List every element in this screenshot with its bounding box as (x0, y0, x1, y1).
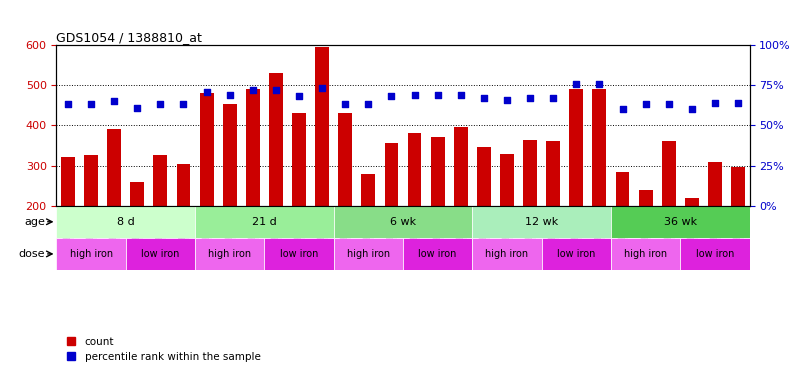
Point (293, 93, 305, 99)
Bar (662, 141, 675, 286)
Bar (315, 47, 329, 286)
Bar (61, 158, 75, 286)
Bar (361, 174, 376, 286)
Text: age: age (24, 217, 45, 227)
Text: low iron: low iron (280, 249, 318, 259)
Bar (454, 128, 467, 286)
Bar (339, 113, 352, 286)
FancyBboxPatch shape (611, 238, 680, 270)
FancyBboxPatch shape (195, 238, 264, 270)
FancyBboxPatch shape (542, 238, 611, 270)
Bar (731, 167, 745, 286)
Point (223, 92, 236, 98)
Text: high iron: high iron (208, 249, 251, 259)
Bar (546, 141, 560, 286)
Point (408, 92, 421, 98)
FancyBboxPatch shape (680, 238, 750, 270)
Point (593, 81, 606, 87)
Point (708, 100, 721, 106)
Point (154, 102, 167, 108)
Point (108, 98, 121, 104)
Point (732, 100, 745, 106)
Text: 12 wk: 12 wk (525, 217, 559, 227)
Text: low iron: low iron (557, 249, 596, 259)
Text: high iron: high iron (624, 249, 667, 259)
Text: 8 d: 8 d (117, 217, 135, 227)
Point (269, 87, 282, 93)
Text: 6 wk: 6 wk (390, 217, 416, 227)
Point (685, 106, 698, 112)
Bar (685, 198, 699, 286)
Point (200, 88, 213, 94)
Point (385, 93, 398, 99)
Bar (477, 147, 491, 286)
FancyBboxPatch shape (472, 206, 611, 238)
Text: low iron: low iron (696, 249, 734, 259)
Text: high iron: high iron (347, 249, 390, 259)
Bar (177, 164, 190, 286)
Point (570, 81, 583, 87)
Bar (269, 73, 283, 286)
Text: dose: dose (19, 249, 45, 259)
Bar (84, 154, 98, 286)
Point (339, 102, 351, 108)
FancyBboxPatch shape (56, 206, 195, 238)
Bar (523, 140, 537, 286)
Bar (384, 144, 398, 286)
FancyBboxPatch shape (472, 238, 542, 270)
FancyBboxPatch shape (403, 238, 472, 270)
Point (663, 102, 675, 108)
Bar (708, 162, 722, 286)
Bar (638, 190, 653, 286)
Text: 36 wk: 36 wk (663, 217, 697, 227)
Point (455, 92, 467, 98)
Point (501, 97, 513, 103)
Point (85, 102, 98, 108)
Point (639, 102, 652, 108)
FancyBboxPatch shape (56, 238, 126, 270)
Text: low iron: low iron (141, 249, 180, 259)
Text: GDS1054 / 1388810_at: GDS1054 / 1388810_at (56, 31, 202, 44)
FancyBboxPatch shape (334, 206, 472, 238)
Point (362, 102, 375, 108)
Point (546, 95, 559, 101)
FancyBboxPatch shape (264, 238, 334, 270)
FancyBboxPatch shape (195, 206, 334, 238)
Bar (592, 89, 606, 286)
Bar (430, 136, 445, 286)
Bar (246, 89, 260, 286)
Bar (200, 93, 214, 286)
Text: high iron: high iron (485, 249, 529, 259)
Text: low iron: low iron (418, 249, 457, 259)
Bar (500, 154, 514, 286)
Bar (408, 134, 422, 286)
Point (316, 86, 329, 92)
FancyBboxPatch shape (334, 238, 403, 270)
Text: 21 d: 21 d (252, 217, 276, 227)
FancyBboxPatch shape (126, 238, 195, 270)
Point (61, 102, 74, 108)
Point (524, 95, 537, 101)
Bar (616, 172, 629, 286)
FancyBboxPatch shape (611, 206, 750, 238)
Bar (153, 156, 168, 286)
Bar (292, 113, 306, 286)
Point (616, 106, 629, 112)
Legend: count, percentile rank within the sample: count, percentile rank within the sample (61, 333, 264, 366)
Point (477, 95, 490, 101)
Point (247, 87, 260, 93)
Point (431, 92, 444, 98)
Text: high iron: high iron (69, 249, 113, 259)
Bar (131, 182, 144, 286)
Point (177, 102, 190, 108)
Bar (107, 129, 121, 286)
Bar (569, 89, 584, 286)
Point (131, 105, 143, 111)
Bar (222, 104, 237, 286)
